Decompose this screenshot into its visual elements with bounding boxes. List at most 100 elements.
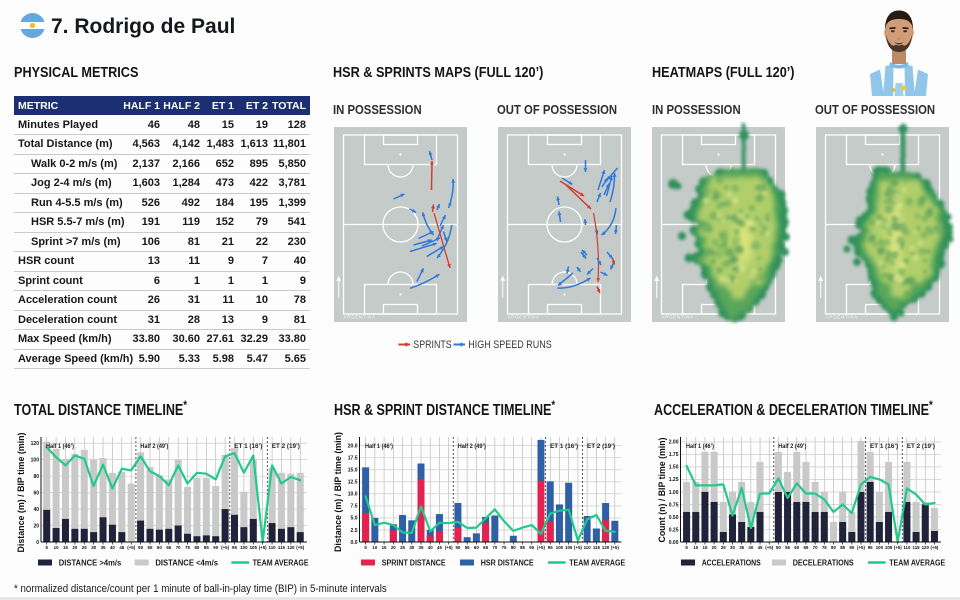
svg-text:Distance (m) / BIP time (min): Distance (m) / BIP time (min) bbox=[16, 433, 27, 553]
svg-text:SPRINT DISTANCE: SPRINT DISTANCE bbox=[382, 558, 446, 568]
svg-text:(+5): (+5) bbox=[537, 545, 545, 550]
svg-text:40: 40 bbox=[428, 545, 433, 550]
svg-text:20: 20 bbox=[391, 545, 396, 550]
svg-text:7.5: 7.5 bbox=[351, 504, 358, 510]
svg-text:1.75: 1.75 bbox=[669, 452, 679, 458]
svg-text:85: 85 bbox=[204, 545, 209, 550]
svg-text:50: 50 bbox=[138, 545, 143, 550]
svg-text:65: 65 bbox=[166, 545, 171, 550]
svg-text:120: 120 bbox=[922, 545, 930, 550]
svg-text:Half 1 (46’): Half 1 (46’) bbox=[46, 443, 74, 450]
svg-text:110: 110 bbox=[584, 545, 592, 550]
svg-text:40: 40 bbox=[110, 545, 115, 550]
svg-text:15: 15 bbox=[382, 545, 387, 550]
svg-text:ET 2 (19’): ET 2 (19’) bbox=[587, 443, 615, 450]
svg-text:10.0: 10.0 bbox=[348, 492, 358, 498]
svg-text:100: 100 bbox=[556, 545, 564, 550]
svg-text:35: 35 bbox=[419, 545, 424, 550]
svg-text:60: 60 bbox=[794, 545, 799, 550]
svg-text:105: 105 bbox=[565, 545, 573, 550]
svg-text:TEAM AVERAGE: TEAM AVERAGE bbox=[253, 558, 309, 568]
svg-text:110: 110 bbox=[903, 545, 911, 550]
svg-text:ARGENTINA: ARGENTINA bbox=[507, 315, 540, 320]
svg-text:(+5): (+5) bbox=[930, 545, 938, 550]
svg-text:ET 2 (19’): ET 2 (19’) bbox=[907, 443, 935, 450]
svg-text:80: 80 bbox=[831, 545, 836, 550]
svg-text:50: 50 bbox=[776, 545, 781, 550]
svg-text:5: 5 bbox=[364, 545, 367, 550]
svg-text:20: 20 bbox=[33, 523, 39, 529]
svg-text:20: 20 bbox=[72, 545, 77, 550]
svg-text:ET 2 (19’): ET 2 (19’) bbox=[272, 443, 300, 450]
svg-text:5: 5 bbox=[685, 545, 688, 550]
svg-text:55: 55 bbox=[148, 545, 153, 550]
svg-text:70: 70 bbox=[492, 545, 497, 550]
svg-text:(+5): (+5) bbox=[259, 545, 267, 550]
svg-text:0.0: 0.0 bbox=[351, 540, 358, 546]
svg-text:55: 55 bbox=[785, 545, 790, 550]
svg-text:60: 60 bbox=[157, 545, 162, 550]
svg-text:80: 80 bbox=[194, 545, 199, 550]
svg-text:(+5): (+5) bbox=[296, 545, 304, 550]
svg-text:DISTANCE <4m/s: DISTANCE <4m/s bbox=[155, 558, 218, 568]
svg-text:45: 45 bbox=[119, 545, 124, 550]
svg-text:0.50: 0.50 bbox=[669, 515, 679, 521]
svg-text:90: 90 bbox=[529, 545, 534, 550]
svg-text:0.75: 0.75 bbox=[669, 502, 679, 508]
svg-text:0.25: 0.25 bbox=[669, 527, 679, 533]
svg-text:HIGH SPEED RUNS: HIGH SPEED RUNS bbox=[468, 339, 551, 351]
svg-text:Half 2 (49’): Half 2 (49’) bbox=[140, 443, 168, 450]
svg-text:1.00: 1.00 bbox=[669, 490, 679, 496]
svg-text:ET 1 (16’): ET 1 (16’) bbox=[550, 443, 578, 450]
svg-text:SPRINTS: SPRINTS bbox=[413, 339, 451, 351]
svg-text:60: 60 bbox=[474, 545, 479, 550]
svg-text:15.0: 15.0 bbox=[348, 468, 358, 474]
svg-text:(+5): (+5) bbox=[127, 545, 135, 550]
svg-text:0.00: 0.00 bbox=[669, 540, 679, 546]
svg-text:95: 95 bbox=[868, 545, 873, 550]
svg-text:12.5: 12.5 bbox=[348, 480, 358, 486]
svg-text:120: 120 bbox=[31, 441, 40, 447]
svg-text:Half 1 (46’): Half 1 (46’) bbox=[365, 443, 393, 450]
svg-text:75: 75 bbox=[185, 545, 190, 550]
svg-text:DECELERATIONS: DECELERATIONS bbox=[793, 558, 854, 568]
svg-text:(+5): (+5) bbox=[857, 545, 865, 550]
svg-text:30: 30 bbox=[730, 545, 735, 550]
svg-text:35: 35 bbox=[739, 545, 744, 550]
svg-text:15: 15 bbox=[63, 545, 68, 550]
svg-text:(+5): (+5) bbox=[894, 545, 902, 550]
svg-text:ET 1 (16’): ET 1 (16’) bbox=[870, 443, 898, 450]
svg-text:ACCELERATIONS: ACCELERATIONS bbox=[702, 558, 761, 568]
svg-text:50: 50 bbox=[455, 545, 460, 550]
svg-text:30: 30 bbox=[91, 545, 96, 550]
svg-text:20: 20 bbox=[712, 545, 717, 550]
svg-text:115: 115 bbox=[913, 545, 921, 550]
svg-text:105: 105 bbox=[250, 545, 258, 550]
svg-text:(+5): (+5) bbox=[611, 545, 619, 550]
svg-text:70: 70 bbox=[176, 545, 181, 550]
svg-text:10: 10 bbox=[693, 545, 698, 550]
svg-text:45: 45 bbox=[758, 545, 763, 550]
svg-text:2.5: 2.5 bbox=[351, 528, 358, 534]
svg-text:75: 75 bbox=[502, 545, 507, 550]
svg-text:1.50: 1.50 bbox=[669, 465, 679, 471]
svg-text:65: 65 bbox=[803, 545, 808, 550]
svg-text:65: 65 bbox=[483, 545, 488, 550]
svg-text:80: 80 bbox=[511, 545, 516, 550]
svg-text:120: 120 bbox=[602, 545, 610, 550]
svg-text:(+5): (+5) bbox=[221, 545, 229, 550]
svg-text:Half 1 (46’): Half 1 (46’) bbox=[686, 443, 714, 450]
svg-text:5.0: 5.0 bbox=[351, 516, 358, 522]
svg-text:85: 85 bbox=[520, 545, 525, 550]
svg-text:1.25: 1.25 bbox=[669, 477, 679, 483]
svg-text:TEAM AVERAGE: TEAM AVERAGE bbox=[889, 558, 945, 568]
svg-text:115: 115 bbox=[593, 545, 601, 550]
svg-text:55: 55 bbox=[465, 545, 470, 550]
svg-text:35: 35 bbox=[101, 545, 106, 550]
svg-text:40: 40 bbox=[33, 507, 39, 513]
svg-text:Count (n) / BIP time (min): Count (n) / BIP time (min) bbox=[657, 438, 668, 543]
svg-text:75: 75 bbox=[822, 545, 827, 550]
svg-text:20.0: 20.0 bbox=[348, 444, 358, 450]
svg-text:ARGENTINA: ARGENTINA bbox=[825, 315, 858, 320]
svg-text:100: 100 bbox=[31, 457, 40, 463]
